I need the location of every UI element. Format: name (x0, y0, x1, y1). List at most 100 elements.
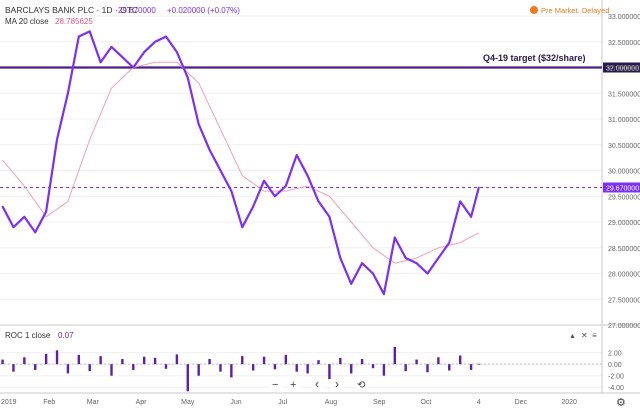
price-point (110, 46, 113, 48)
reset-chart-button[interactable]: ⟲ (355, 377, 369, 391)
zoom-out-icon: − (272, 379, 278, 391)
roc-bars-layer (1, 346, 481, 392)
roc-bar (164, 364, 168, 369)
roc-bar (142, 356, 146, 365)
roc-bar (197, 364, 200, 376)
gear-icon: ⚙ (616, 397, 626, 409)
roc-bar (284, 354, 288, 365)
price-point (306, 174, 309, 177)
price-point (45, 210, 48, 213)
pane-close-button[interactable]: ✕ (580, 330, 590, 340)
roc-bar (339, 357, 342, 365)
price-point (263, 179, 265, 182)
roc-bar (415, 359, 418, 365)
scroll-left-hitbox[interactable] (311, 377, 325, 391)
price-point (67, 92, 69, 95)
current-price-badge (603, 182, 640, 193)
pane-move-up-button[interactable]: ▲ (567, 330, 577, 340)
price-line (1, 30, 480, 296)
pane-menu-button[interactable]: ≡ (591, 330, 601, 340)
roc-bar (273, 364, 277, 370)
current-price-layer: 29.670000 (0, 182, 640, 193)
x-tick-label: 2020 (561, 399, 577, 406)
zoom-out-button[interactable]: − (269, 377, 283, 391)
price-tick-label: 31.000000 (608, 117, 640, 124)
last-price: 29.670000 (118, 6, 156, 15)
pane-menu-hitbox[interactable] (591, 330, 601, 340)
premarket-status-icon (530, 6, 538, 14)
roc-tick-label: 0.00 (608, 362, 622, 369)
price-point (339, 257, 342, 259)
price-point (241, 226, 244, 229)
chart-settings-hitbox[interactable] (614, 395, 628, 409)
roc-bar (360, 358, 364, 365)
pane-close-hitbox[interactable] (580, 330, 590, 340)
price-point (317, 200, 320, 203)
roc-bar (23, 357, 26, 365)
target-price-badge (603, 62, 640, 73)
reset-icon: ⟲ (357, 380, 366, 391)
roc-bar (208, 358, 211, 365)
zoom-in-hitbox[interactable] (287, 377, 301, 391)
price-point (230, 190, 233, 193)
price-point (284, 185, 287, 187)
zoom-out-hitbox[interactable] (269, 377, 283, 391)
roc-bar (426, 364, 429, 373)
roc-bar (44, 353, 48, 365)
zoom-in-button[interactable]: + (287, 377, 301, 391)
price-tick-label: 27.000000 (608, 323, 640, 330)
price-point (426, 272, 429, 275)
roc-bar (469, 364, 473, 370)
roc-bar (317, 360, 320, 365)
x-tick-label: 4 (477, 399, 481, 406)
roc-bar (121, 358, 124, 365)
price-tick-label: 30.000000 (608, 169, 640, 176)
price-point (361, 262, 364, 265)
price-point (175, 51, 178, 53)
roc-tick-label: 2.00 (608, 351, 622, 358)
ma-legend-label: MA 20 close (5, 17, 49, 26)
price-tick-label: 28.500000 (608, 246, 640, 253)
roc-bar (110, 364, 113, 376)
price-point (132, 66, 135, 69)
price-tick-label: 28.000000 (608, 272, 640, 279)
roc-legend-value: 0.07 (58, 331, 74, 340)
ma-line-layer (2, 61, 480, 264)
price-point (56, 138, 58, 141)
x-tick-label: May (181, 399, 195, 406)
x-tick-label: Dec (515, 399, 528, 406)
roc-bar (328, 364, 331, 380)
roc-bar (12, 364, 15, 372)
price-change: +0.020000 (+0.07%) (167, 6, 240, 15)
roc-bar (241, 356, 244, 365)
price-line-layer (1, 30, 480, 296)
price-point (1, 205, 4, 208)
scroll-right-hitbox[interactable] (331, 377, 345, 391)
pane-close-icon: ✕ (581, 331, 588, 340)
price-tick-label: 29.000000 (608, 220, 640, 227)
price-point (165, 35, 167, 38)
price-point (143, 51, 146, 53)
chart-settings-button[interactable]: ⚙ (614, 395, 628, 409)
target-line-layer: 32.000000 (0, 62, 640, 73)
price-point (459, 200, 462, 203)
price-point (99, 61, 102, 64)
x-tick-label: Jun (230, 399, 241, 406)
price-point (372, 272, 374, 275)
scroll-right-button[interactable]: › (331, 377, 345, 391)
price-tick-label: 31.500000 (608, 91, 640, 98)
x-tick-label: Jul (278, 399, 287, 406)
reset-chart-hitbox[interactable] (355, 377, 369, 391)
roc-bar (477, 363, 481, 365)
price-point (274, 195, 276, 198)
current-price-label: 29.670000 (606, 185, 639, 192)
price-point (404, 257, 407, 259)
pane-move-up-hitbox[interactable] (567, 330, 577, 340)
price-point (415, 262, 418, 265)
roc-bar (437, 357, 440, 365)
roc-tick-label: -2.00 (608, 374, 624, 381)
scroll-left-button[interactable]: ‹ (311, 377, 325, 391)
price-point (477, 186, 480, 189)
price-point (34, 231, 37, 234)
zoom-in-icon: + (290, 379, 296, 391)
